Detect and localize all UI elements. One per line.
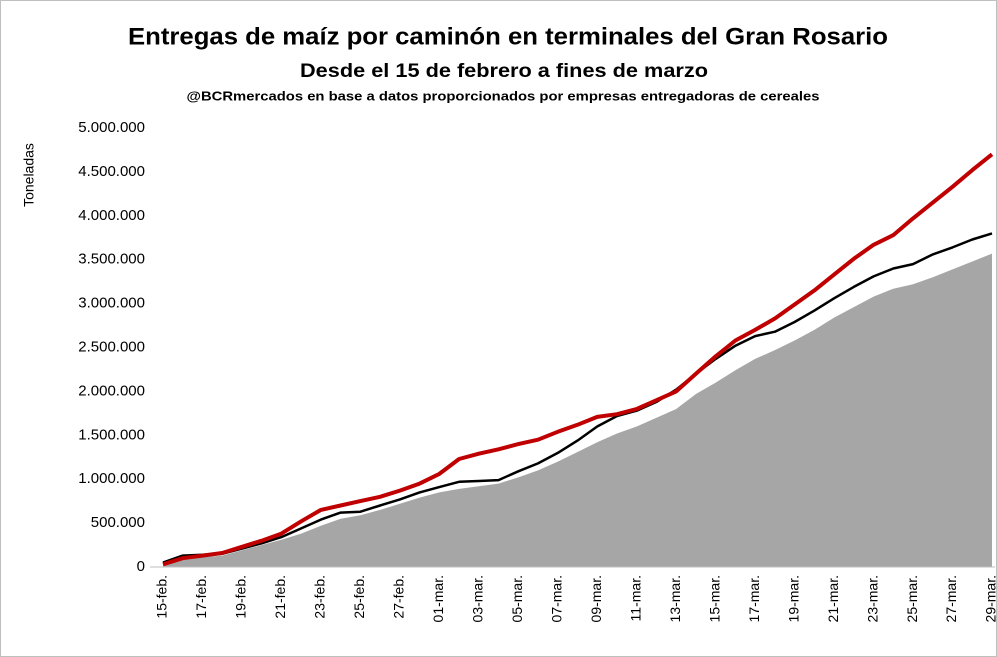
x-tick-label: 19-feb. <box>233 575 249 619</box>
y-tick-label: 2.500.000 <box>78 338 145 355</box>
y-tick-label: 0 <box>137 558 145 575</box>
x-tick-label: 23-feb. <box>312 575 328 619</box>
x-tick-label: 17-feb. <box>193 575 209 619</box>
chart-title: Entregas de maíz por caminón en terminal… <box>128 23 888 50</box>
line <box>162 232 993 564</box>
area <box>163 253 992 567</box>
x-tick-label: 03-mar. <box>470 575 486 622</box>
x-tick-label: 27-mar. <box>943 575 959 622</box>
y-tick-label: 3.500.000 <box>78 251 145 268</box>
chart-subtitle: Desde el 15 de febrero a fines de marzo <box>300 61 708 82</box>
x-tick-label: 15-mar. <box>706 575 722 622</box>
x-tick-label: 27-feb. <box>391 575 407 619</box>
y-tick-label: 5.000.000 <box>78 119 145 136</box>
x-tick-label: 17-mar. <box>746 575 762 622</box>
x-tick-label: 13-mar. <box>667 575 683 622</box>
x-tick-label: 01-mar. <box>430 575 446 622</box>
x-tick-label: 11-mar. <box>627 575 643 621</box>
x-tick-label: 05-mar. <box>509 575 525 622</box>
x-tick-label: 23-mar. <box>864 575 880 622</box>
x-tick-label: 07-mar. <box>548 575 564 622</box>
x-tick-label: 09-mar. <box>588 575 604 622</box>
x-tick-label: 19-mar. <box>785 575 801 622</box>
line <box>162 152 994 567</box>
y-tick-label: 500.000 <box>91 514 145 531</box>
y-tick-label: 4.000.000 <box>78 207 145 224</box>
x-tick-label: 21-mar. <box>825 575 841 622</box>
y-axis-label: Toneladas <box>21 143 37 207</box>
x-tick-label: 25-feb. <box>351 575 367 619</box>
y-tick-label: 3.000.000 <box>78 295 145 312</box>
y-tick-label: 1.000.000 <box>78 470 145 487</box>
x-tick-label: 25-mar. <box>904 575 920 622</box>
y-tick-label: 1.500.000 <box>78 426 145 443</box>
x-tick-label: 15-feb. <box>154 575 170 619</box>
chart-source: @BCRmercados en base a datos proporciona… <box>187 88 820 103</box>
x-tick-label: 21-feb. <box>272 575 288 619</box>
y-tick-label: 4.500.000 <box>78 163 145 180</box>
x-tick-label: 29-mar. <box>983 575 997 622</box>
y-tick-label: 2.000.000 <box>78 382 145 399</box>
